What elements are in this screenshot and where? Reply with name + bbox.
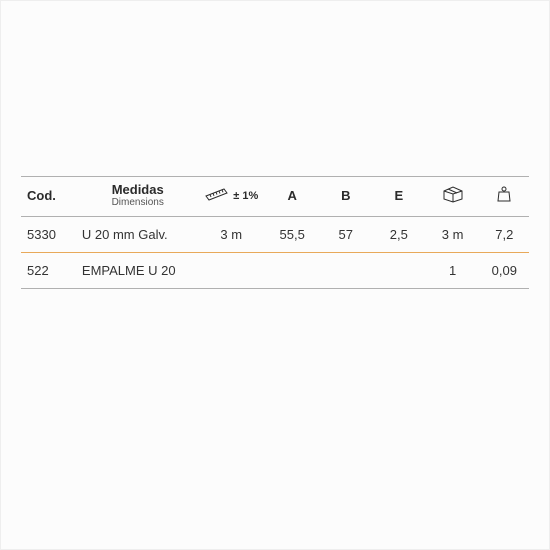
cell-a: 55,5 xyxy=(265,217,319,253)
cell-length xyxy=(198,253,265,289)
th-a: A xyxy=(265,177,319,217)
page: Cod. Medidas Dimensions xyxy=(0,0,550,550)
cell-medidas: EMPALME U 20 xyxy=(78,253,198,289)
cell-box: 3 m xyxy=(425,217,479,253)
cell-e xyxy=(372,253,425,289)
table-body: 5330 U 20 mm Galv. 3 m 55,5 57 2,5 3 m 7… xyxy=(21,217,529,289)
cell-weight: 7,2 xyxy=(480,217,529,253)
cell-a xyxy=(265,253,319,289)
spec-table: Cod. Medidas Dimensions xyxy=(21,176,529,289)
cell-cod: 5330 xyxy=(21,217,78,253)
cell-weight: 0,09 xyxy=(480,253,529,289)
cell-cod: 522 xyxy=(21,253,78,289)
th-medidas-main: Medidas xyxy=(112,182,164,197)
cell-e: 2,5 xyxy=(372,217,425,253)
th-weight xyxy=(480,177,529,217)
th-tolerance: ± 1% xyxy=(233,190,258,202)
th-box xyxy=(425,177,479,217)
ruler-icon xyxy=(204,186,230,205)
cell-medidas: U 20 mm Galv. xyxy=(78,217,198,253)
th-medidas: Medidas Dimensions xyxy=(78,177,198,217)
cell-b xyxy=(319,253,372,289)
weight-icon xyxy=(495,191,513,206)
cell-b: 57 xyxy=(319,217,372,253)
th-cod: Cod. xyxy=(21,177,78,217)
table-row: 5330 U 20 mm Galv. 3 m 55,5 57 2,5 3 m 7… xyxy=(21,217,529,253)
th-medidas-sub: Dimensions xyxy=(82,197,194,208)
cell-box: 1 xyxy=(425,253,479,289)
th-b: B xyxy=(319,177,372,217)
header-row: Cod. Medidas Dimensions xyxy=(21,177,529,217)
table-row: 522 EMPALME U 20 1 0,09 xyxy=(21,253,529,289)
th-e: E xyxy=(372,177,425,217)
box-icon xyxy=(441,191,465,206)
th-length: ± 1% xyxy=(198,177,265,217)
cell-length: 3 m xyxy=(198,217,265,253)
